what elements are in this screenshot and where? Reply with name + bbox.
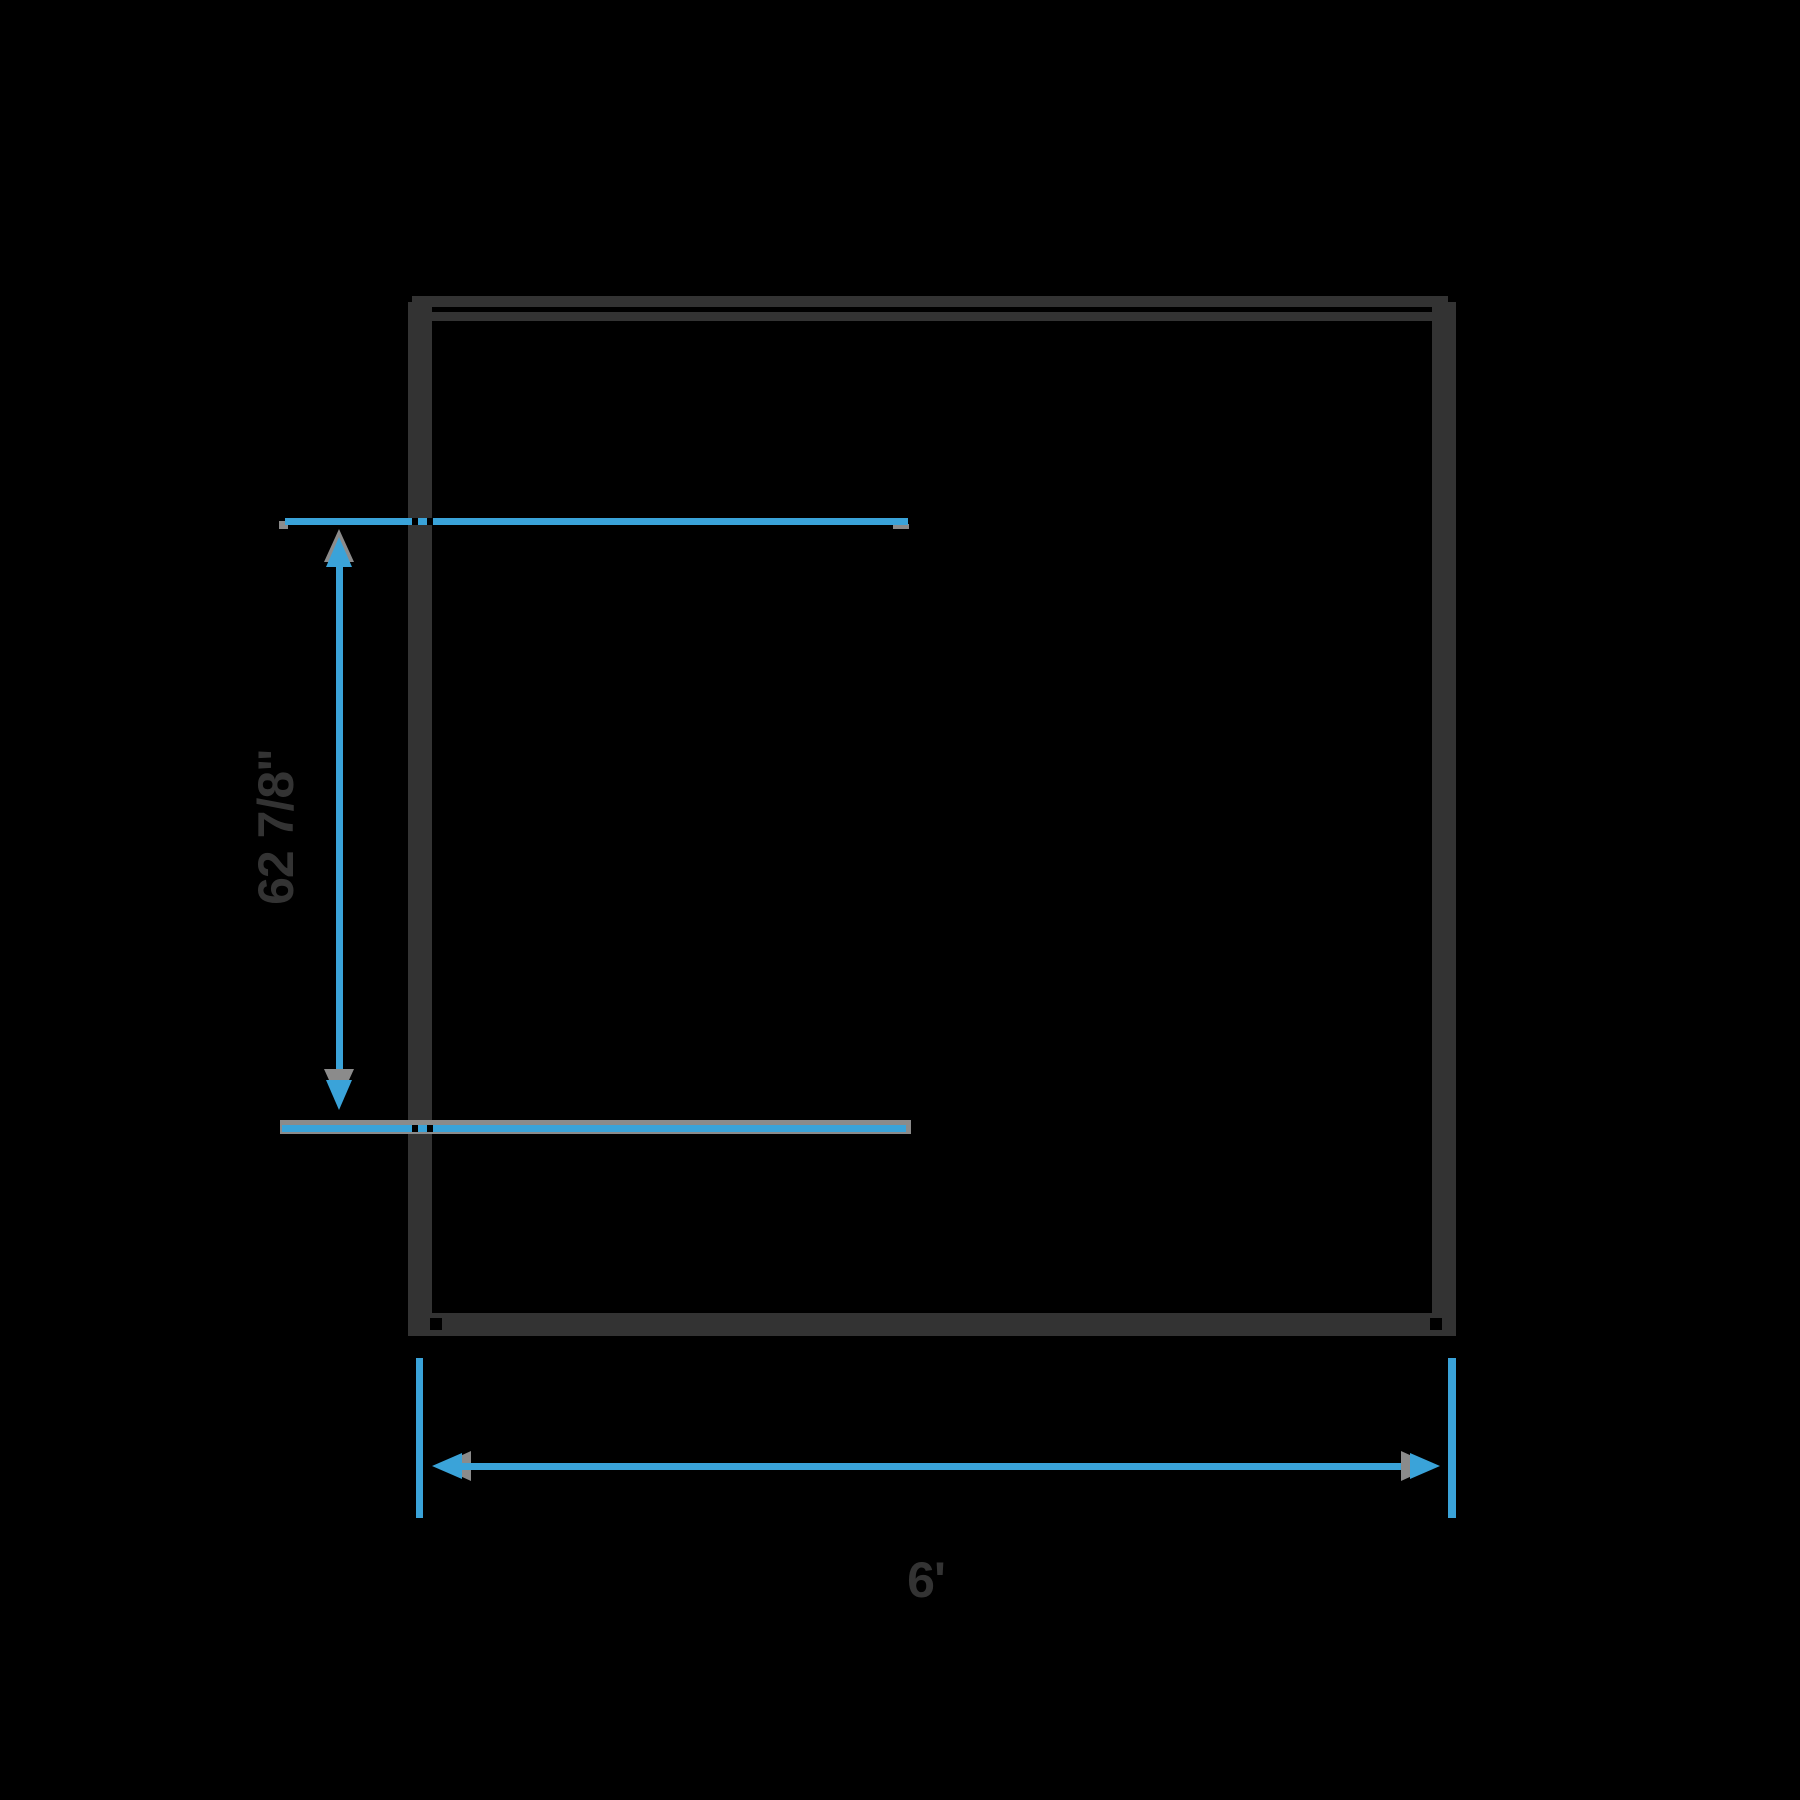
frame-right-edge <box>1432 302 1456 1336</box>
width-dimension-arrow-right-icon <box>1410 1453 1440 1479</box>
width-extension-line-right <box>1448 1358 1456 1518</box>
width-dimension-arrow-left-icon <box>432 1453 462 1479</box>
frame-top-inner-edge <box>431 312 1440 321</box>
width-extension-line-left <box>416 1358 423 1518</box>
upper-guide-line <box>285 518 908 525</box>
upper-guide-cross-tick <box>427 518 433 525</box>
frame-left-edge <box>408 302 432 1336</box>
width-dimension-label: 6' <box>907 1552 946 1608</box>
upper-guide-cross-tick <box>412 518 418 525</box>
height-dimension-arrow-down-icon <box>326 1080 352 1110</box>
frame-foot-notch-right <box>1430 1318 1442 1330</box>
lower-guide-cross-tick <box>412 1125 418 1132</box>
frame-bottom-edge <box>408 1313 1456 1336</box>
upper-guide-gray-tick-right <box>893 524 909 529</box>
frame-top-outer-edge <box>412 296 1448 307</box>
frame-foot-notch-left <box>430 1318 442 1330</box>
upper-guide-gray-tick-left <box>279 521 288 529</box>
lower-guide-cross-tick <box>427 1125 433 1132</box>
width-dimension-line <box>458 1463 1414 1470</box>
lower-guide-line <box>282 1125 906 1132</box>
height-dimension-line <box>336 552 343 1085</box>
height-dimension-label: 62 7/8" <box>248 749 304 905</box>
